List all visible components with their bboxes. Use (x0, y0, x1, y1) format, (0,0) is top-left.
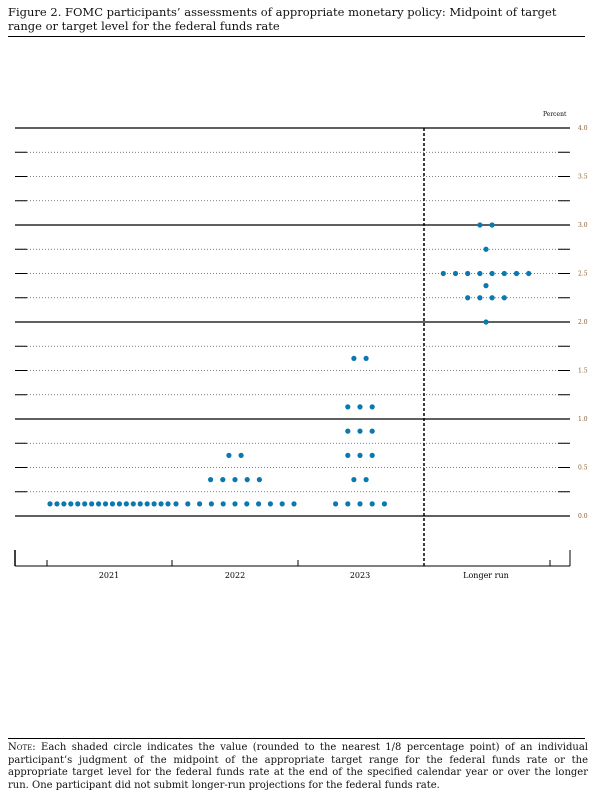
dot-longer-run (465, 270, 471, 277)
dot-2023 (357, 428, 363, 434)
dot-longer-run (526, 270, 532, 277)
dot-2023 (357, 404, 363, 410)
y-tick-label: 3.5 (578, 174, 588, 181)
dot-longer-run (513, 270, 520, 277)
dot-2022 (244, 501, 250, 507)
dot-2021 (144, 501, 150, 507)
x-tick-label: 2022 (225, 571, 245, 580)
y-tick-label: 0.5 (578, 465, 588, 472)
dot-2022 (220, 501, 226, 507)
dot-2021 (75, 501, 81, 507)
dot-2022 (226, 452, 232, 458)
dot-2022 (279, 501, 285, 507)
dot-longer-run (440, 270, 446, 277)
dot-2022 (267, 501, 273, 507)
dot-2022 (232, 477, 238, 483)
note-text: Each shaded circle indicates the value (… (8, 742, 588, 791)
dot-2021 (102, 501, 109, 507)
dot-2022 (208, 501, 214, 507)
dot-2021 (158, 501, 164, 507)
y-axis-label: Percent (543, 111, 567, 118)
dot-2022 (244, 477, 250, 483)
note-rule (8, 738, 585, 739)
dot-2023 (351, 477, 357, 483)
dot-2023 (363, 355, 369, 361)
dot-2021 (130, 501, 136, 507)
dot-longer-run (483, 283, 489, 289)
dot-2021 (89, 501, 95, 507)
figure-note: Note: Each shaded circle indicates the v… (8, 742, 588, 792)
dot-longer-run (483, 246, 489, 252)
dot-2023 (333, 501, 339, 507)
y-tick-label: 1.5 (578, 368, 588, 375)
dot-2021 (47, 501, 53, 507)
x-tick-label: Longer run (463, 571, 509, 580)
y-tick-label: 2.5 (578, 271, 588, 278)
y-tick-label: 1.0 (578, 416, 588, 423)
dot-longer-run (465, 295, 471, 301)
dot-2021 (95, 501, 102, 507)
dot-2021 (165, 501, 171, 507)
dot-2023 (345, 501, 351, 507)
dot-2022 (291, 501, 297, 507)
figure-title: Figure 2. FOMC participants’ assessments… (8, 5, 557, 33)
dot-2023 (381, 501, 387, 507)
dot-2021 (137, 501, 143, 507)
dot-longer-run (489, 270, 495, 277)
dot-longer-run (452, 270, 459, 277)
dot-longer-run (477, 222, 483, 228)
dot-2021 (109, 501, 116, 507)
y-tick-label: 4.0 (578, 125, 588, 132)
dot-2022 (197, 501, 203, 507)
dot-2022 (208, 477, 214, 483)
dot-2021 (82, 501, 88, 507)
dot-2023 (369, 501, 375, 507)
dot-2023 (351, 355, 357, 361)
dot-2023 (345, 452, 351, 458)
dot-2023 (357, 452, 363, 458)
dot-longer-run (477, 295, 483, 301)
dot-2021 (68, 501, 74, 507)
note-label: Note: (8, 742, 36, 753)
dot-2023 (363, 477, 369, 483)
dot-2023 (369, 428, 375, 434)
dot-2023 (345, 404, 351, 410)
dot-2021 (123, 501, 129, 507)
dot-2021 (61, 501, 67, 507)
dot-2021 (116, 501, 123, 507)
x-tick-label: 2021 (99, 571, 119, 580)
dot-2023 (345, 428, 351, 434)
dot-2023 (369, 404, 375, 410)
dot-longer-run (501, 270, 507, 277)
dot-2022 (220, 477, 226, 483)
y-tick-label: 3.0 (578, 222, 588, 229)
dot-longer-run (483, 319, 489, 325)
dot-2022 (232, 501, 238, 507)
dot-2022 (173, 501, 179, 507)
dot-2022 (238, 452, 244, 458)
y-tick-label: 2.0 (578, 319, 588, 326)
dot-2021 (151, 501, 157, 507)
dot-2022 (256, 477, 262, 483)
dot-2021 (54, 501, 60, 507)
dot-longer-run (489, 295, 495, 301)
dot-longer-run (477, 270, 483, 277)
title-rule (8, 36, 585, 37)
dot-2023 (357, 501, 363, 507)
dot-2023 (369, 452, 375, 458)
dot-2022 (185, 501, 191, 507)
dot-longer-run (489, 222, 495, 228)
dot-longer-run (501, 295, 507, 301)
x-tick-label: 2023 (350, 571, 370, 580)
dot-2022 (256, 501, 262, 507)
y-tick-label: 0.0 (578, 513, 588, 520)
dot-plot: 0.0 0.5 1.0 1.5 2.0 2.5 3.0 3.5 4.0 Percent 2021 20… (14, 111, 588, 580)
